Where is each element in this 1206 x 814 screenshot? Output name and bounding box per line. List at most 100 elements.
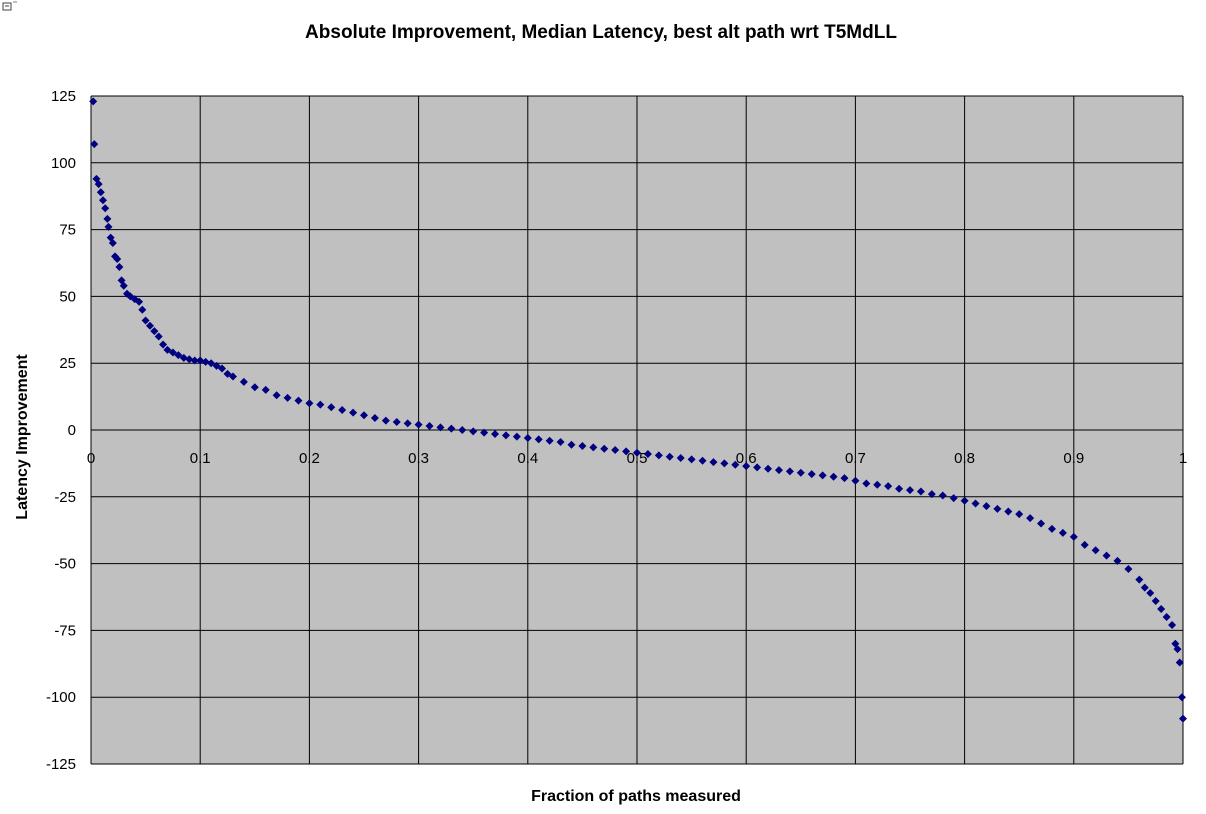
data-point (818, 471, 827, 480)
data-point (239, 377, 248, 386)
data-point (89, 97, 98, 106)
data-point (458, 426, 467, 434)
data-point (698, 456, 707, 465)
data-point (512, 432, 521, 441)
data-point (185, 355, 194, 364)
data-point (113, 254, 122, 263)
chart-title: Absolute Improvement, Median Latency, be… (305, 22, 897, 43)
data-point (179, 353, 188, 362)
data-point (1162, 613, 1171, 622)
data-point (534, 435, 543, 444)
data-point (119, 281, 128, 290)
y-tick-label: 50 (59, 288, 76, 305)
data-point (491, 430, 500, 439)
data-point (949, 494, 958, 503)
data-point (960, 496, 969, 505)
data-point (228, 372, 237, 381)
data-point (578, 442, 587, 451)
data-point (1140, 583, 1149, 592)
data-point (1135, 575, 1144, 584)
data-point (1091, 546, 1100, 555)
data-point (250, 383, 259, 392)
data-point (103, 214, 112, 223)
x-tick-label: 0.4 (517, 450, 538, 467)
x-axis-title: Fraction of paths measured (531, 788, 741, 805)
x-tick-labels: 0 0.1 0.2 0.3 0.4 0.5 0.6 0.7 0.8 0.9 1 (87, 450, 1187, 467)
data-point (1026, 514, 1035, 523)
data-point (545, 436, 554, 445)
data-point (851, 476, 860, 485)
x-tick-label: 1 (1179, 450, 1187, 467)
data-point (174, 351, 183, 360)
data-point (104, 222, 113, 231)
data-point (218, 364, 227, 373)
data-point (283, 393, 292, 402)
y-axis-title: Latency Improvement (14, 354, 31, 520)
data-point (611, 446, 620, 455)
data-point (633, 448, 641, 457)
data-point (916, 487, 925, 496)
data-point (906, 486, 914, 495)
data-point (1151, 597, 1160, 606)
data-point (99, 196, 108, 205)
data-point (742, 462, 751, 471)
data-point (163, 345, 172, 354)
data-point (643, 450, 652, 459)
y-tick-label: 25 (59, 355, 76, 372)
data-point (807, 470, 816, 479)
data-point (436, 423, 445, 432)
data-point (764, 464, 773, 473)
data-point (829, 472, 838, 481)
data-point (1124, 564, 1133, 573)
data-point (938, 491, 947, 500)
data-point (115, 263, 124, 272)
data-point (392, 417, 401, 426)
data-point (884, 482, 893, 491)
y-tick-label: -75 (54, 622, 76, 639)
data-point (327, 403, 336, 412)
data-point (201, 357, 210, 366)
y-tick-label: 100 (51, 155, 76, 172)
data-point (1037, 519, 1046, 528)
data-point (305, 399, 314, 408)
data-point (1080, 540, 1089, 549)
data-point (370, 413, 379, 422)
data-point (654, 451, 663, 460)
data-point (982, 502, 991, 511)
x-tick-label: 0 (87, 450, 95, 467)
data-point (1157, 605, 1166, 614)
data-point (403, 419, 412, 428)
data-point (774, 466, 783, 475)
y-tick-label: -125 (46, 756, 76, 773)
y-tick-labels: 125 100 75 50 25 0 -25 -50 -75 -100 -125 (46, 88, 76, 773)
data-point (1058, 528, 1067, 537)
data-point (138, 305, 147, 314)
data-point (1177, 693, 1186, 702)
x-tick-label: 0.5 (627, 450, 648, 467)
data-point (145, 321, 154, 330)
data-point (523, 434, 532, 443)
data-point (927, 490, 936, 499)
data-point (90, 140, 99, 149)
data-point (190, 356, 199, 365)
y-tick-label: -100 (46, 689, 76, 706)
data-point (414, 420, 423, 429)
data-point (96, 188, 105, 197)
x-tick-label: 0.8 (954, 450, 975, 467)
data-point (101, 204, 110, 213)
data-point (349, 408, 358, 417)
y-tick-label: 0 (68, 422, 76, 439)
data-point (338, 405, 347, 414)
x-tick-label: 0.2 (299, 450, 320, 467)
data-point (1102, 551, 1111, 560)
data-point (141, 316, 150, 325)
data-point (1146, 588, 1155, 597)
data-point (862, 479, 871, 488)
data-point (108, 238, 117, 247)
data-points (89, 97, 1187, 723)
data-point (676, 454, 685, 463)
data-point (223, 369, 232, 378)
data-point (895, 484, 904, 493)
data-point (159, 340, 168, 349)
